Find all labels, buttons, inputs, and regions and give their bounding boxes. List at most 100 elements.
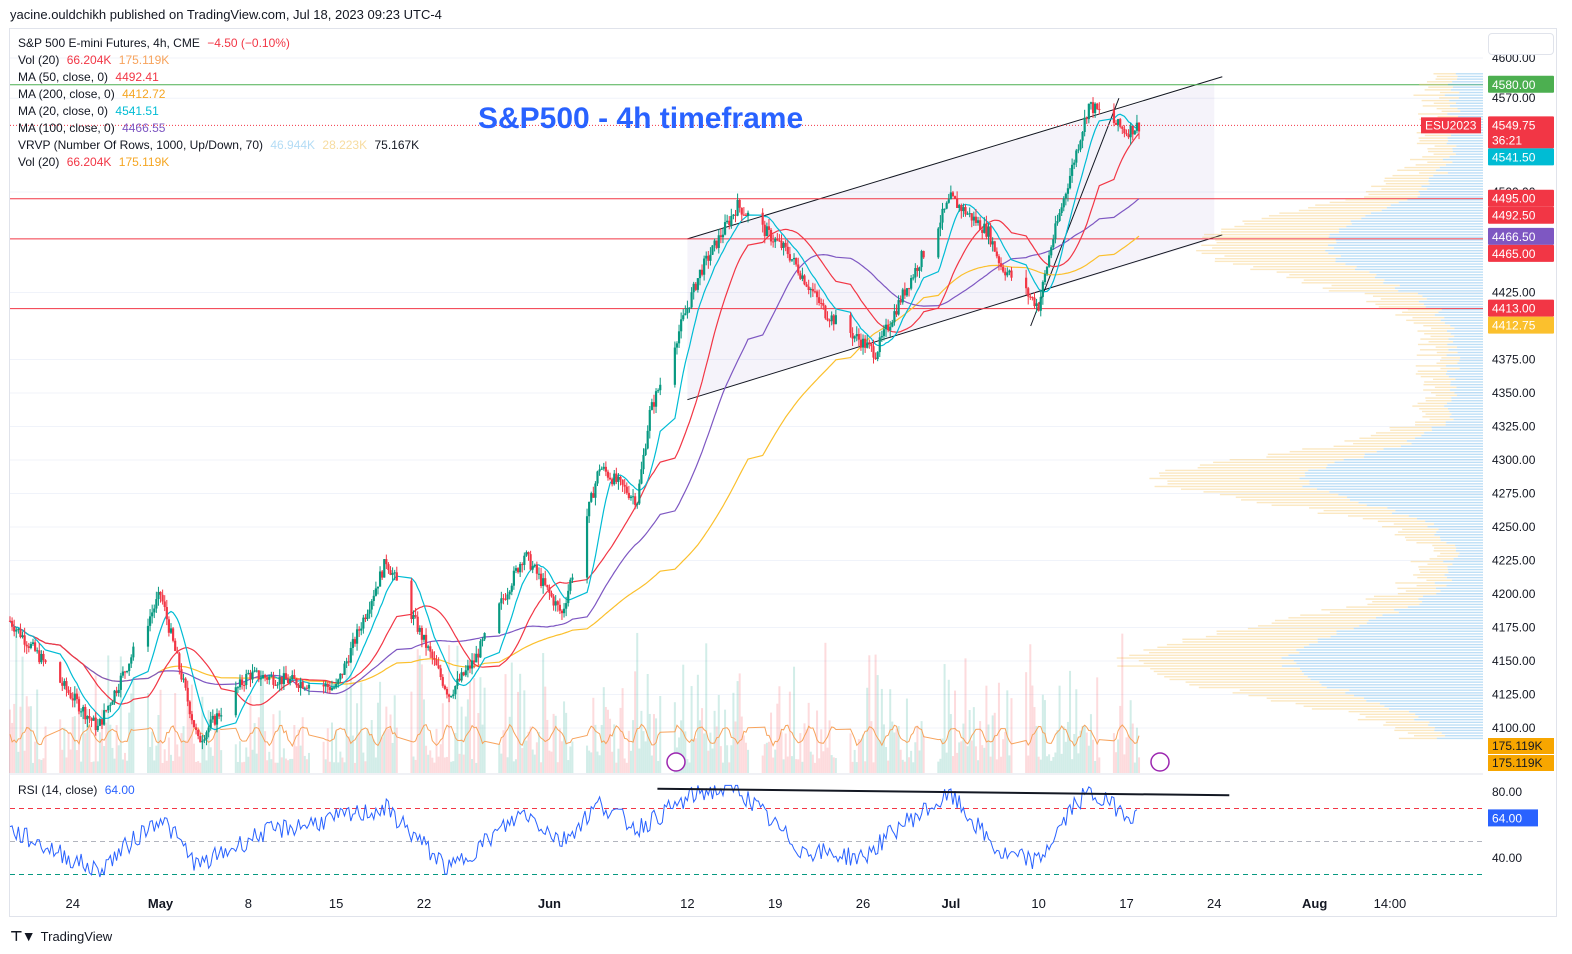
candle-body [521, 564, 524, 566]
rsi-tick-label: 80.00 [1492, 785, 1522, 799]
y-tick-label: 4375.00 [1492, 353, 1536, 367]
candle-body [251, 671, 254, 680]
candle-body [205, 732, 208, 740]
candle-body [132, 646, 135, 658]
price-badge-label: 4580.00 [1492, 78, 1536, 92]
volume-bar [1025, 672, 1028, 773]
volume-bar [128, 712, 131, 773]
volume-bar [165, 760, 168, 773]
volume-bar [974, 746, 977, 773]
volume-bar [17, 751, 20, 773]
volume-bar [425, 745, 428, 773]
candle-body [10, 620, 14, 627]
vrvp-down-row [1414, 735, 1446, 737]
vrvp-down-row [1422, 156, 1450, 158]
candle-body [435, 659, 438, 666]
volume-bar [786, 756, 789, 773]
candle-body [920, 251, 923, 268]
volume-bar [510, 662, 513, 773]
candle-body [8, 620, 12, 622]
candle-body [502, 598, 505, 600]
candle-body [159, 591, 162, 595]
y-tick-label: 4250.00 [1492, 520, 1536, 534]
volume-bar [111, 747, 114, 773]
legend-vol2-row[interactable]: Vol (20) 66.204K 175.119K [18, 154, 419, 171]
vrvp-down-row [1397, 169, 1436, 171]
volume-bar [784, 733, 787, 773]
candle-body [470, 660, 474, 669]
vrvp-down-row [1433, 378, 1456, 380]
vrvp-down-row [1365, 598, 1419, 600]
price-badge [1488, 227, 1554, 245]
vrvp-down-row [1235, 496, 1348, 498]
volume-bar [169, 754, 172, 773]
x-tick-label: 24 [1207, 896, 1221, 911]
candle-body [552, 596, 555, 606]
vrvp-up-row [1426, 298, 1483, 300]
candle-body [853, 336, 856, 339]
volume-bar [305, 759, 308, 773]
vrvp-down-row [1359, 437, 1416, 439]
volume-bar [159, 689, 162, 773]
rsi-legend[interactable]: RSI (14, close) 64.00 [18, 783, 135, 797]
legend-vrvp-row[interactable]: VRVP (Number Of Rows, 1000, Up/Down, 70)… [18, 137, 419, 154]
legend-ma100-row[interactable]: MA (100, close, 0) 4466.55 [18, 120, 419, 137]
volume-bar [560, 741, 563, 773]
vrvp-down-row [1427, 161, 1453, 163]
volume-badge [1488, 738, 1554, 754]
candle-body [1079, 140, 1082, 150]
volume-bar [617, 748, 620, 773]
legend-ma20-row[interactable]: MA (20, close, 0) 4541.51 [18, 103, 419, 120]
volume-bar [61, 749, 64, 773]
volume-bar [215, 721, 218, 773]
ma100-label: MA (100, close, 0) [18, 121, 115, 135]
legend-symbol-row[interactable]: S&P 500 E-mini Futures, 4h, CME −4.50 (−… [18, 35, 419, 52]
volume-bar [341, 757, 344, 773]
volume-bar [730, 745, 733, 773]
volume-bar [859, 739, 862, 773]
scale-mode-box[interactable] [1488, 33, 1554, 55]
legend-ma50-row[interactable]: MA (50, close, 0) 4492.41 [18, 69, 419, 86]
candle-body [1066, 188, 1070, 194]
price-badge-label: 4495.00 [1492, 192, 1536, 206]
footer[interactable]: ⊤▼ TradingView [10, 928, 112, 945]
candle-body [295, 678, 298, 686]
legend-vol1-row[interactable]: Vol (20) 66.204K 175.119K [18, 52, 419, 69]
candle-body [335, 684, 338, 688]
vrvp-up-row [1317, 641, 1483, 643]
volume-bar [213, 721, 216, 773]
volume-bar [1004, 731, 1007, 773]
volume-bar [174, 693, 177, 773]
vrvp-up-row [1421, 185, 1483, 188]
volume-bar [912, 762, 915, 773]
candle-body [744, 214, 748, 216]
volume-bar [1035, 725, 1038, 773]
vrvp-down-row [1138, 660, 1294, 662]
candle-body [1058, 213, 1061, 221]
candle-body [611, 479, 614, 485]
vrvp-down-row [1214, 260, 1336, 263]
volume-bar [571, 741, 574, 773]
candle-body [849, 315, 852, 333]
volume-bar [962, 723, 965, 773]
candle-body [473, 660, 476, 663]
candle-body [598, 469, 601, 472]
candle-body [972, 216, 975, 221]
legend-ma200-row[interactable]: MA (200, close, 0) 4412.72 [18, 86, 419, 103]
vrvp-down-row [1406, 539, 1441, 541]
volume-bar [98, 732, 101, 773]
candle-body [799, 273, 802, 279]
vrvp-up-row [1376, 450, 1483, 453]
x-tick-label: 26 [856, 896, 870, 911]
volume-bar [123, 752, 126, 773]
candle-body [698, 269, 702, 279]
candle-body [1083, 117, 1086, 132]
candle-body [772, 241, 775, 243]
candle-body [740, 207, 743, 215]
candle-body [951, 192, 955, 197]
candle-body [550, 592, 553, 597]
volume-bar [914, 742, 917, 773]
candle-body [61, 682, 64, 686]
volume-bar [25, 696, 28, 773]
